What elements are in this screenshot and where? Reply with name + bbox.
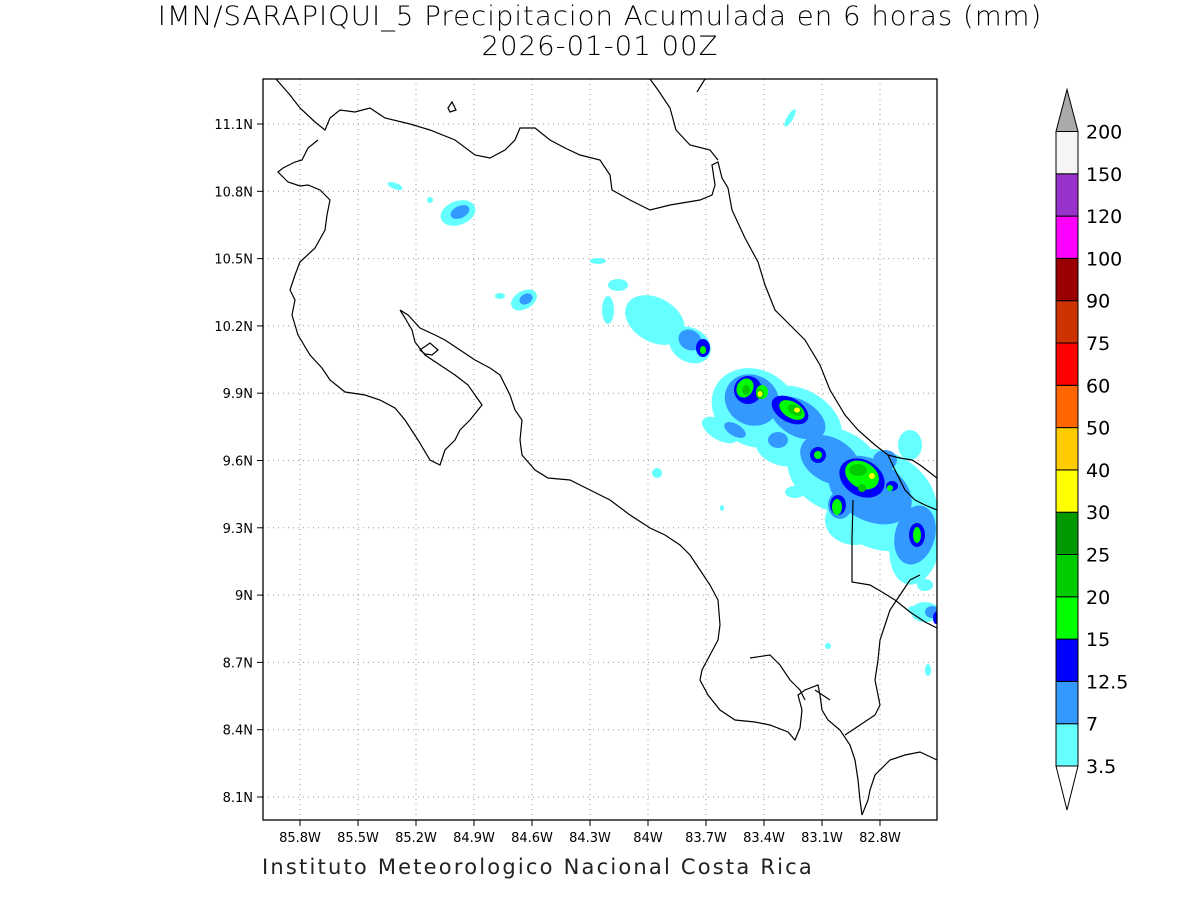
- y-tick-label: 8.4N: [223, 724, 253, 739]
- y-tick-label: 10.8N: [214, 185, 253, 200]
- colorbar-label: 100: [1086, 248, 1122, 270]
- colorbar-segment: [1055, 215, 1079, 259]
- colorbar-label: 40: [1086, 460, 1110, 482]
- colorbar-segment: [1055, 680, 1079, 725]
- colorbar-segment: [1055, 131, 1079, 175]
- y-tick-label: 9.6N: [223, 455, 253, 470]
- x-tick-label: 84.6W: [511, 831, 553, 846]
- y-tick-label: 9.9N: [223, 387, 253, 402]
- y-tick-label: 10.5N: [214, 253, 253, 268]
- colorbar-segment: [1055, 469, 1079, 513]
- colorbar-label: 150: [1086, 164, 1122, 186]
- colorbar-segment: [1055, 300, 1079, 344]
- x-tick-label: 85.8W: [279, 831, 321, 846]
- colorbar-label: 3.5: [1086, 756, 1116, 778]
- colorbar-label: 60: [1086, 375, 1110, 397]
- colorbar-segment: [1055, 257, 1079, 302]
- title-line-2: 2026-01-01 00Z: [481, 31, 719, 62]
- precip-level-7: [450, 205, 937, 618]
- colorbar-segment: [1055, 173, 1079, 217]
- precip-level-3-5: [387, 109, 937, 676]
- y-tick-label: 8.7N: [223, 656, 253, 671]
- colorbar-label: 90: [1086, 291, 1110, 313]
- colorbar-label: 15: [1086, 629, 1110, 651]
- colorbar-segment: [1055, 596, 1079, 640]
- x-tick-label: 82.8W: [859, 831, 901, 846]
- colorbar-label: 200: [1086, 122, 1122, 144]
- x-tick-label: 85.2W: [395, 831, 437, 846]
- colorbar: 3.5 7 12.5 15 20 25 30 40 50 60 75 90 100 120 150 200: [1055, 87, 1128, 811]
- x-tick-label: 84W: [633, 831, 663, 846]
- colorbar-upper-triangle: [1055, 87, 1079, 132]
- x-tick-label: 83.7W: [685, 831, 727, 846]
- colorbar-label: 12.5: [1086, 671, 1128, 693]
- precipitation-field: [387, 109, 937, 676]
- y-tick-label: 10.2N: [214, 320, 253, 335]
- colorbar-label: 120: [1086, 206, 1122, 228]
- colorbar-segment: [1055, 511, 1079, 556]
- colorbar-segment: [1055, 427, 1079, 471]
- colorbar-segment: [1055, 638, 1079, 682]
- y-tick-label: 8.1N: [223, 791, 253, 806]
- x-tick-label: 84.9W: [453, 831, 495, 846]
- colorbar-segment: [1055, 723, 1079, 767]
- coastlines: [275, 79, 937, 816]
- x-tick-label: 85.5W: [337, 831, 379, 846]
- colorbar-label: 25: [1086, 545, 1110, 567]
- colorbar-segment: [1055, 342, 1079, 386]
- y-tick-label: 9N: [235, 589, 253, 604]
- x-tick-label: 83.1W: [801, 831, 843, 846]
- precip-level-30: [757, 391, 875, 479]
- x-tick-label: 84.3W: [569, 831, 611, 846]
- y-tick-label: 9.3N: [223, 522, 253, 537]
- colorbar-label: 50: [1086, 418, 1110, 440]
- y-tick-label: 11.1N: [214, 118, 253, 133]
- colorbar-segment: [1055, 384, 1079, 429]
- colorbar-label: 20: [1086, 587, 1110, 609]
- map-title: IMN/SARAPIQUI_5 Precipitacion Acumulada …: [0, 2, 1200, 62]
- colorbar-label: 75: [1086, 333, 1110, 355]
- plot-frame: [262, 78, 938, 821]
- x-tick-label: 83.4W: [743, 831, 785, 846]
- colorbar-segment: [1055, 554, 1079, 598]
- axis-ticks: 85.8W 85.5W 85.2W 84.9W 84.6W 84.3W 84W 83.7W 83…: [214, 118, 901, 846]
- title-line-1: IMN/SARAPIQUI_5 Precipitacion Acumulada …: [157, 1, 1043, 32]
- colorbar-label: 30: [1086, 502, 1110, 524]
- footer-credit: Instituto Meteorologico Nacional Costa R…: [262, 855, 814, 879]
- colorbar-label: 7: [1086, 714, 1098, 736]
- colorbar-lower-triangle: [1055, 765, 1079, 811]
